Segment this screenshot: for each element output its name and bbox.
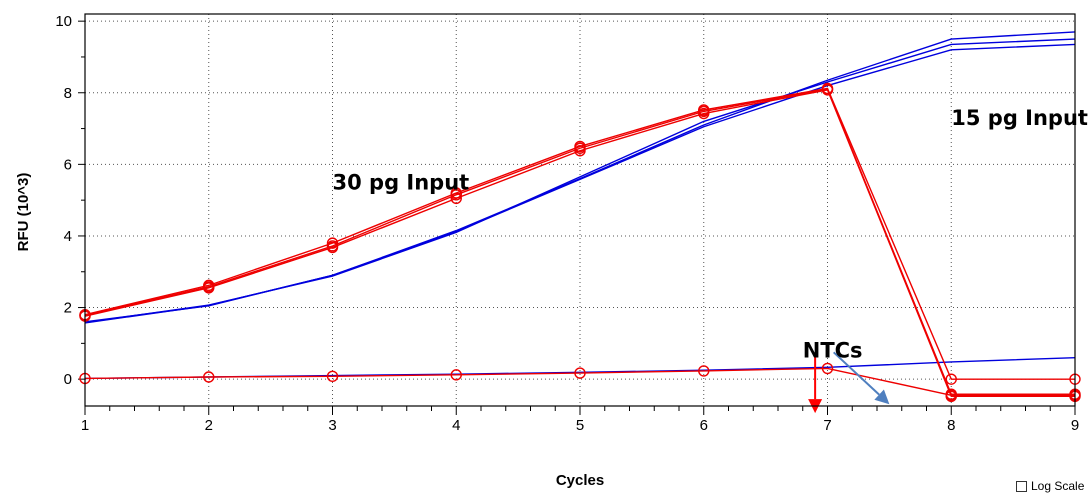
series-6-point xyxy=(326,241,339,254)
series-6-point xyxy=(574,145,586,157)
series-line-7 xyxy=(84,367,1075,396)
series-7-point xyxy=(945,389,957,401)
annotation-label-0: 30 pg Input xyxy=(333,170,470,194)
series-6-point xyxy=(203,282,215,294)
series-7-point xyxy=(698,365,710,377)
x-tick-label: 2 xyxy=(205,417,213,434)
series-7-point xyxy=(574,367,586,379)
y-tick-label: 2 xyxy=(64,300,72,317)
plot-frame xyxy=(84,13,1076,407)
x-tick-label: 5 xyxy=(576,417,584,434)
x-tick-label: 4 xyxy=(452,417,460,434)
arrow-shaft-1 xyxy=(833,351,880,396)
series-5-point xyxy=(450,189,462,201)
series-line-6 xyxy=(84,89,1075,398)
log-scale-toggle[interactable]: Log Scale xyxy=(1016,478,1084,494)
log-scale-checkbox[interactable] xyxy=(1016,480,1027,492)
x-tick-label: 1 xyxy=(81,417,89,434)
x-tick-label: 8 xyxy=(947,417,955,434)
log-scale-label: Log Scale xyxy=(1031,479,1085,493)
grid xyxy=(85,14,1075,406)
series-6-point xyxy=(821,84,834,96)
annotation-label-1: 15 pg Input xyxy=(951,106,1088,130)
series-7-point xyxy=(326,370,339,382)
x-tick-label: 3 xyxy=(328,417,336,434)
y-tick-label: 4 xyxy=(64,228,72,245)
series-layer xyxy=(79,31,1081,403)
annotation-label-2: NTCs xyxy=(803,339,863,363)
x-axis-title: Cycles xyxy=(556,472,604,489)
x-tick-label: 7 xyxy=(823,417,831,434)
arrow-head-1 xyxy=(874,389,890,405)
y-tick-label: 6 xyxy=(64,156,72,173)
y-tick-label: 0 xyxy=(64,371,72,388)
series-7-point xyxy=(203,371,215,383)
series-7-point xyxy=(821,362,834,375)
series-6-point xyxy=(450,192,462,205)
tick-labels: 1 2 3 4 5 6 7 8 9 0 2 4 6 8 10 xyxy=(55,13,1079,434)
series-7-point xyxy=(450,369,462,381)
y-tick-label: 10 xyxy=(55,13,72,30)
series-line-4 xyxy=(84,87,1075,380)
x-tick-label: 6 xyxy=(700,417,708,434)
ticks xyxy=(78,20,1076,415)
series-line-2 xyxy=(84,43,1076,324)
series-6-point xyxy=(698,107,710,120)
x-tick-label: 9 xyxy=(1071,417,1079,434)
annotations: 30 pg Input 15 pg Input NTCs xyxy=(333,106,1088,363)
y-axis-title: RFU (10^3) xyxy=(15,173,32,252)
y-tick-label: 8 xyxy=(64,85,72,102)
series-4-point xyxy=(945,373,957,385)
